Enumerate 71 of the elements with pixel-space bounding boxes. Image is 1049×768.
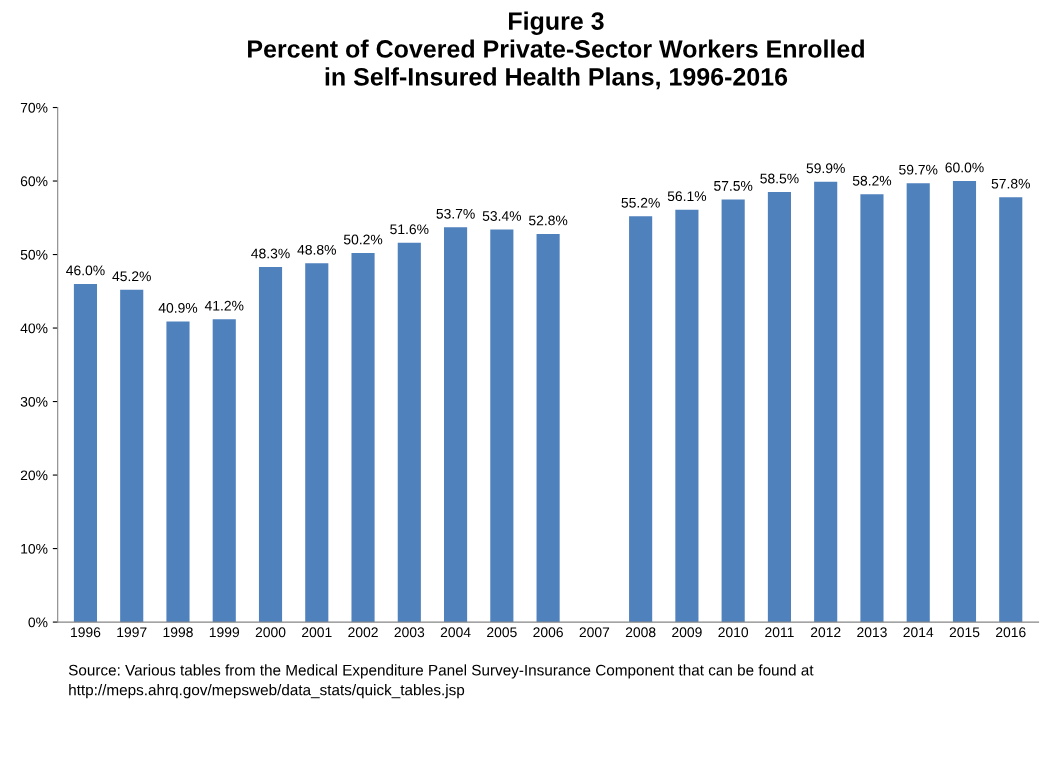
x-tick-label: 2015 [949,627,980,638]
y-tick-label: 70% [20,102,48,113]
y-tick-label: 10% [21,543,48,554]
x-tick-label: 1997 [117,627,147,638]
bar [73,283,98,623]
bar [490,229,514,623]
data-label: 59.9% [806,163,845,174]
bar [397,242,421,623]
bar [952,181,977,623]
x-tick-label: 2007 [579,627,610,638]
y-tick-label: 20% [20,470,48,481]
bar [860,194,884,623]
x-tick-label: 2004 [440,627,471,638]
data-label: 45.2% [112,271,151,282]
x-tick-label: 2005 [487,627,517,638]
data-label: 50.2% [343,234,383,245]
data-label: 53.7% [436,208,475,219]
data-label: 58.2% [852,175,892,186]
data-label: 48.8% [297,244,336,255]
x-tick-label: 1999 [209,627,240,638]
data-label: 56.1% [667,191,707,202]
data-label: 57.8% [991,178,1030,189]
y-tick-label: 60% [20,176,48,187]
x-tick-label: 2003 [394,627,425,638]
data-label: 48.3% [251,248,290,259]
x-tick-label: 2000 [255,627,286,638]
x-tick-label: 2016 [996,627,1026,638]
bar [351,253,375,623]
data-label: 60.0% [945,162,984,173]
x-tick-label: 1998 [163,627,193,638]
data-label: 52.8% [528,215,568,226]
bar [675,209,699,623]
bar [258,267,283,623]
x-tick-label: 1996 [71,627,101,638]
x-tick-label: 2009 [672,627,702,638]
x-tick-label: 2014 [903,627,934,638]
data-label: 59.7% [899,164,938,175]
y-tick-label: 30% [20,396,48,407]
bar [999,197,1023,623]
chart-title: Figure 3 Percent of Covered Private-Sector Workers Enrolled in Self-Insured Health Plans, 1996-2016 [248,11,864,90]
y-tick-label: 50% [20,249,48,260]
data-label: 40.9% [158,302,198,313]
bar [120,289,144,623]
x-tick-label: 2010 [718,627,749,638]
x-tick-label: 2011 [765,627,794,638]
y-tick-label: 0% [28,617,48,628]
bar [906,183,930,623]
data-label: 53.4% [482,211,522,221]
data-label: 55.2% [621,197,660,208]
x-tick-label: 2001 [302,627,332,638]
x-tick-label: 2013 [857,627,887,638]
y-tick-label: 40% [20,323,48,334]
bar [629,216,653,623]
data-label: 46.0% [66,265,105,276]
bar [166,321,190,623]
bar [444,227,468,623]
data-label: 41.2% [204,300,244,311]
bar [305,263,329,623]
source-note: Source: Various tables from the Medical Expenditure Panel Survey-Insurance Component that can be found at http://meps.ahrq.gov/mepsweb/data_stats/quick_tables.jsp [68,664,814,699]
bar [814,181,838,623]
data-label: 58.5% [760,173,799,184]
bar [767,192,791,623]
bar [536,233,560,623]
data-label: 57.5% [714,181,753,191]
x-tick-label: 2002 [348,627,378,638]
bar [212,319,236,623]
x-tick-label: 2006 [533,627,563,638]
bar [721,199,745,623]
data-label: 51.6% [390,224,429,235]
x-tick-label: 2012 [810,627,841,638]
x-tick-label: 2008 [625,627,656,638]
